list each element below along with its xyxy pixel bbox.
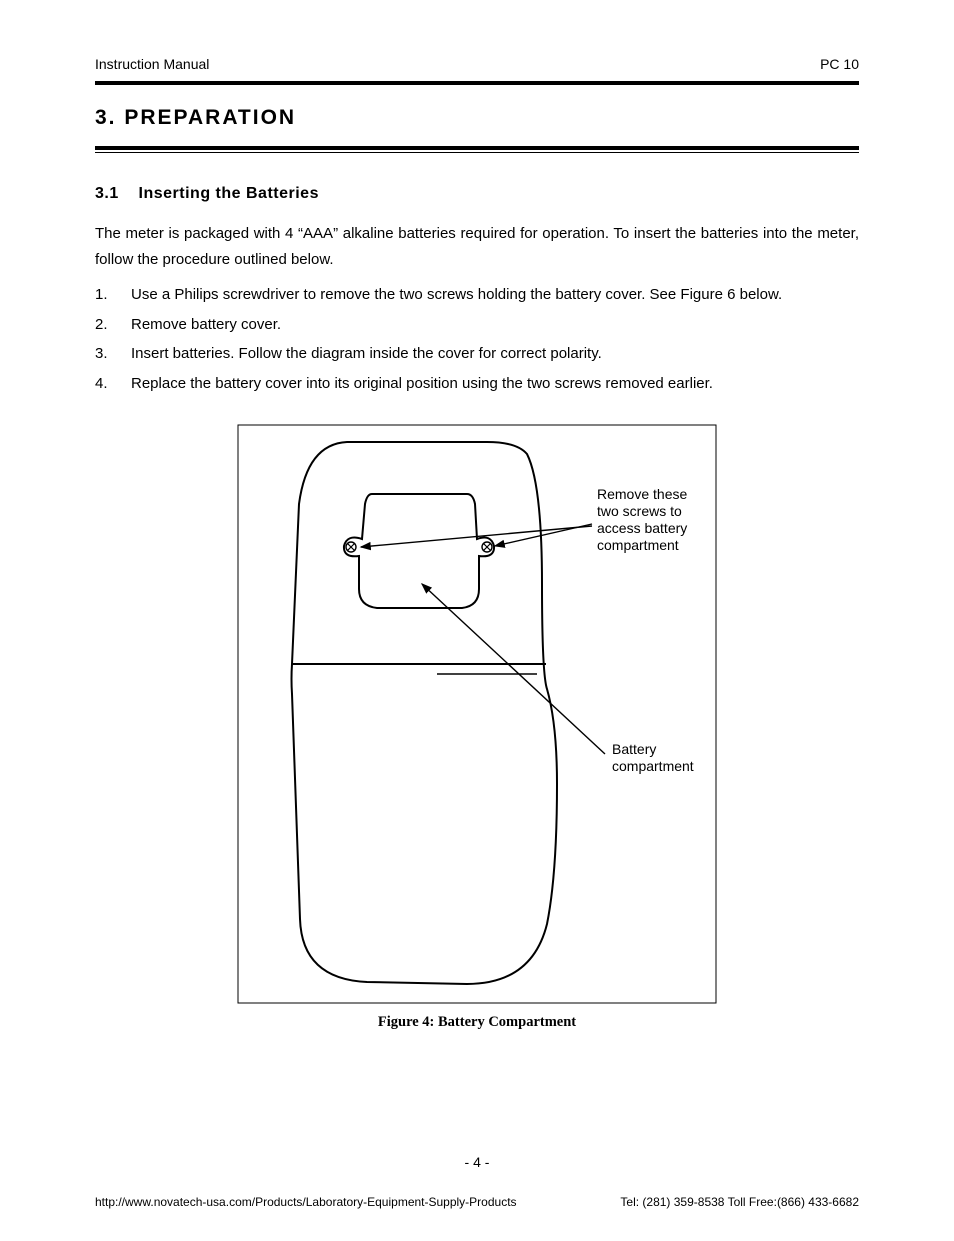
figure-caption: Figure 4: Battery Compartment [95,1012,859,1032]
header-right: PC 10 [820,55,859,75]
figure-container: Remove these two screws to access batter… [95,424,859,1032]
subsection-title: 3.1 Inserting the Batteries [95,153,859,221]
page-number: - 4 - [95,1153,859,1173]
list-item: Remove battery cover. [95,312,859,338]
subsection-number: 3.1 [95,185,119,202]
meter-body-outline [292,442,558,984]
page-footer: http://www.novatech-usa.com/Products/Lab… [95,1194,859,1211]
list-item: Use a Philips screwdriver to remove the … [95,282,859,308]
section-title: 3. PREPARATION [95,85,859,146]
annotation-screws-line3: access battery [597,520,687,536]
header-left: Instruction Manual [95,55,209,75]
procedure-steps: Use a Philips screwdriver to remove the … [95,282,859,396]
annotation-compartment-line1: Battery [612,741,656,757]
page-header: Instruction Manual PC 10 [95,55,859,81]
section-name: PREPARATION [124,106,296,129]
annotation-screws-line1: Remove these [597,486,687,502]
section-rule-thick [95,146,859,150]
screw-right [482,542,492,552]
section-number: 3. [95,106,117,129]
list-item: Replace the battery cover into its origi… [95,371,859,397]
footer-left: http://www.novatech-usa.com/Products/Lab… [95,1194,517,1211]
screw-left [346,542,356,552]
list-item: Insert batteries. Follow the diagram ins… [95,341,859,367]
intro-paragraph: The meter is packaged with 4 “AAA” alkal… [95,221,859,272]
annotation-screws-line2: two screws to [597,503,682,519]
footer-right: Tel: (281) 359-8538 Toll Free:(866) 433-… [620,1194,859,1211]
annotation-screws-line4: compartment [597,537,679,553]
arrow-to-compartment [422,584,605,754]
annotation-compartment-line2: compartment [612,758,694,774]
battery-cover-outline [344,494,494,608]
battery-compartment-diagram: Remove these two screws to access batter… [237,424,717,1004]
subsection-name: Inserting the Batteries [139,185,319,202]
